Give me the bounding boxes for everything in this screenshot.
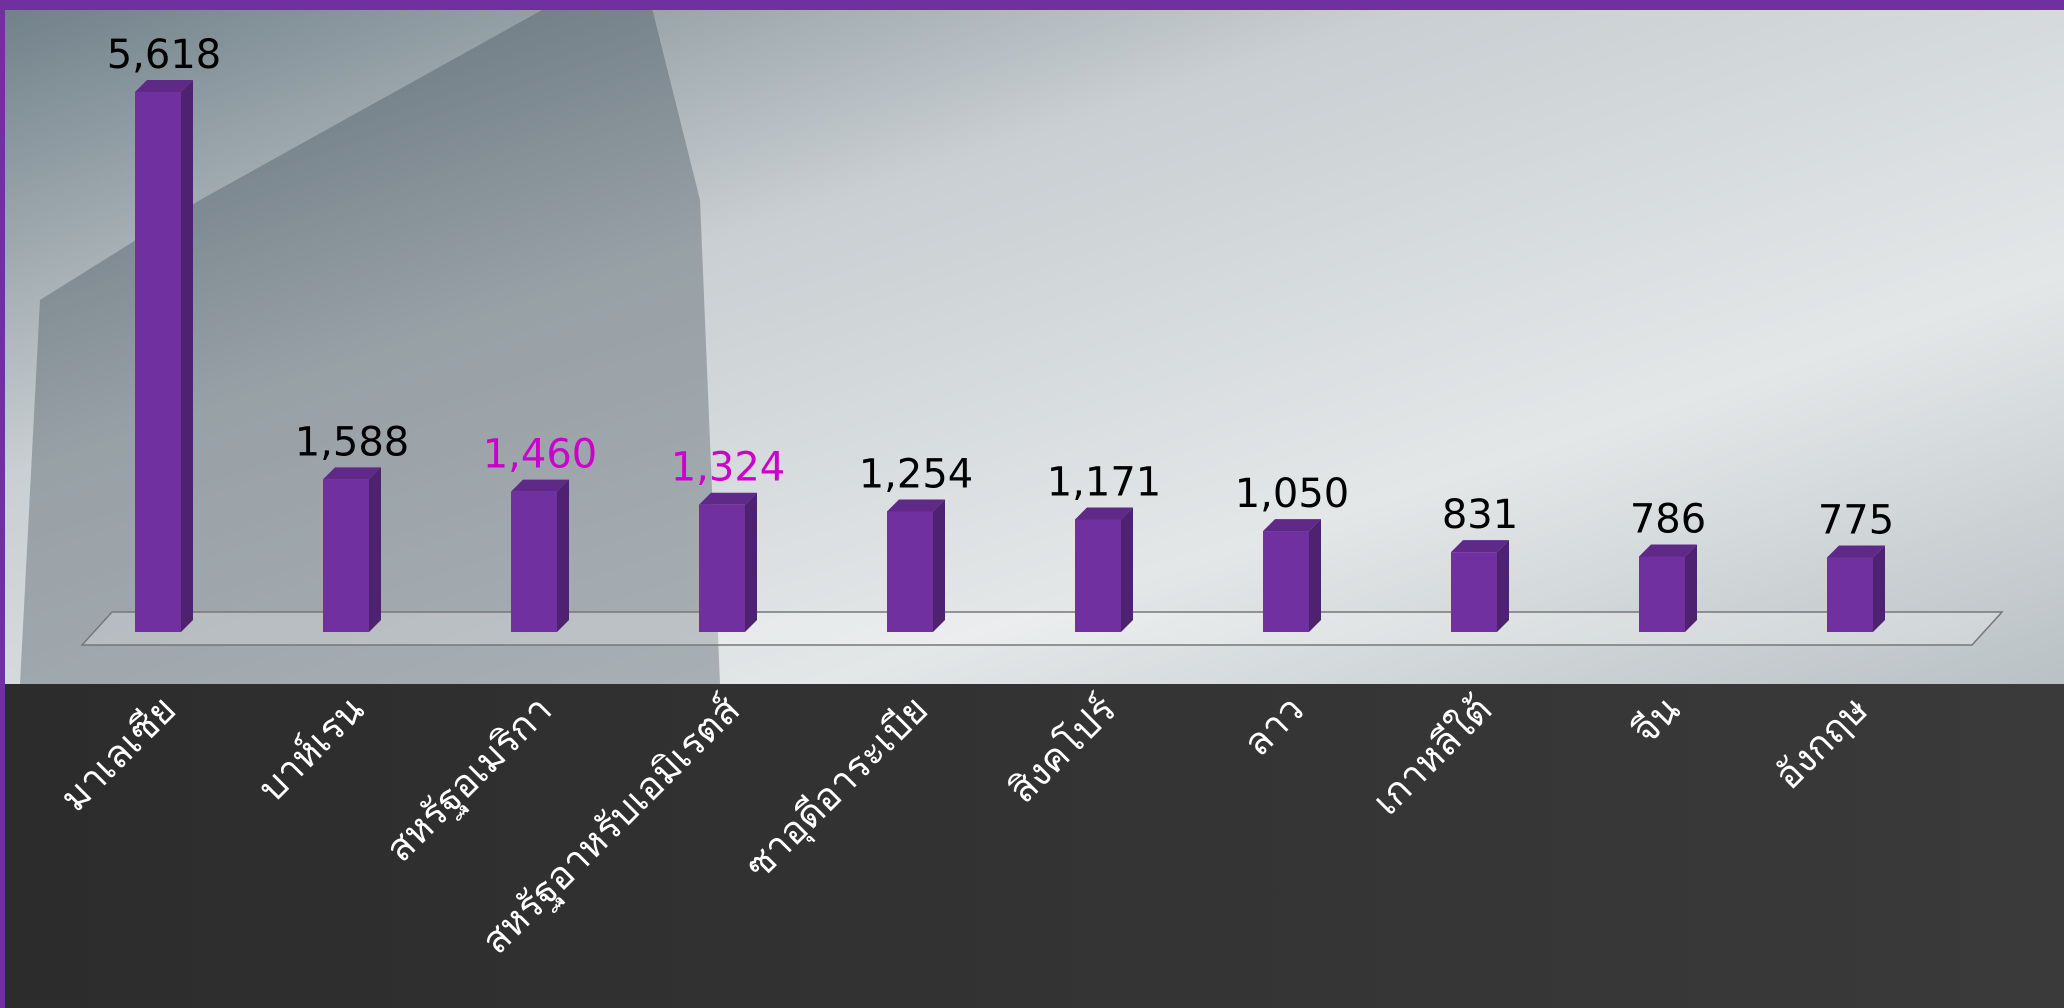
value-label: 1,171 [1047,459,1162,505]
bar-front [699,505,745,632]
bar-side [1497,540,1509,632]
bar [1827,546,1885,632]
left-border [0,0,5,1008]
bar-side [745,493,757,632]
bar-front [1827,558,1873,632]
bar-front [135,92,181,632]
bar [1075,507,1133,632]
bar-side [1873,546,1885,632]
bar-front [511,492,557,632]
bar-side [181,80,193,632]
value-label: 775 [1818,498,1894,544]
bar [699,493,757,632]
bar-side [1309,519,1321,632]
value-label: 5,618 [107,32,222,78]
value-label: 786 [1630,496,1706,542]
bar [1451,540,1509,632]
bar-front [887,511,933,632]
bar [323,467,381,632]
bar-side [1121,507,1133,632]
value-label: 1,460 [483,432,598,478]
bar-side [1685,544,1697,632]
bar-side [369,467,381,632]
value-label: 1,050 [1235,471,1350,517]
chart: 5,618มาเลเซีย1,588บาห์เรน1,460สหรัฐอเมริ… [0,0,2064,1008]
bar-front [323,479,369,632]
bar [135,80,193,632]
value-label: 831 [1442,492,1518,538]
bar-side [933,499,945,632]
bar-front [1639,556,1685,632]
bar [887,499,945,632]
bar-front [1075,519,1121,632]
bar-front [1263,531,1309,632]
value-label: 1,324 [671,445,786,491]
value-label: 1,254 [859,451,974,497]
value-label: 1,588 [295,419,410,465]
bar [1639,544,1697,632]
bar-side [557,480,569,632]
page: {"chart_data": {"type": "bar3d", "catego… [0,0,2064,1008]
bar-front [1451,552,1497,632]
bar [511,480,569,632]
bar [1263,519,1321,632]
top-border [0,0,2064,10]
